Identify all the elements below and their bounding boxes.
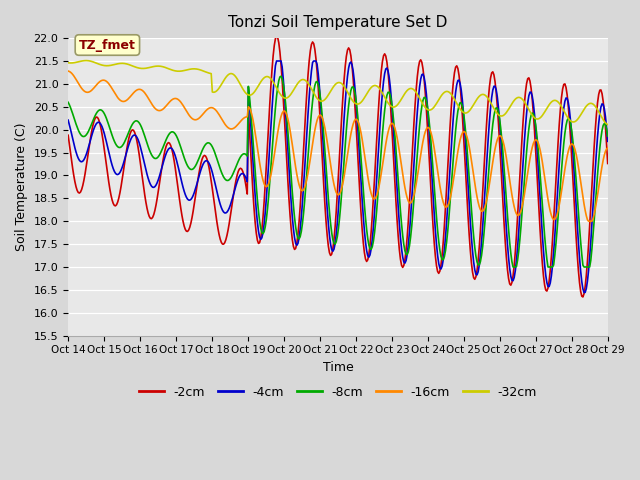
Line: -32cm: -32cm — [68, 60, 608, 125]
-2cm — [367, 229, 375, 235]
-4cm — [232, 183, 240, 189]
X-axis label: Time: Time — [323, 361, 353, 374]
-8cm — [509, 264, 517, 270]
-2cm — [462, 172, 470, 178]
Line: -4cm: -4cm — [68, 61, 608, 292]
Line: -16cm: -16cm — [68, 71, 608, 221]
-2cm — [604, 161, 612, 167]
-2cm — [579, 294, 587, 300]
-16cm — [292, 165, 300, 170]
-8cm — [232, 164, 240, 169]
-32cm — [393, 102, 401, 108]
-32cm — [462, 110, 470, 116]
-16cm — [64, 68, 72, 74]
-16cm — [554, 207, 562, 213]
-16cm — [461, 129, 468, 135]
-8cm — [393, 162, 401, 168]
-8cm — [293, 231, 301, 237]
-8cm — [64, 99, 72, 105]
Y-axis label: Soil Temperature (C): Soil Temperature (C) — [15, 122, 28, 251]
-4cm — [604, 139, 612, 144]
-2cm — [393, 217, 401, 223]
-8cm — [277, 73, 285, 79]
-32cm — [604, 122, 612, 128]
-8cm — [604, 133, 612, 139]
-4cm — [273, 58, 280, 64]
-16cm — [366, 186, 374, 192]
-4cm — [367, 246, 375, 252]
-8cm — [367, 246, 375, 252]
-4cm — [462, 144, 470, 149]
-4cm — [293, 242, 301, 248]
-2cm — [556, 121, 563, 127]
-2cm — [273, 33, 280, 39]
-16cm — [585, 218, 593, 224]
-4cm — [556, 161, 563, 167]
-4cm — [64, 117, 72, 123]
-2cm — [64, 132, 72, 138]
-2cm — [232, 178, 240, 183]
-32cm — [233, 76, 241, 82]
-16cm — [604, 145, 612, 151]
Text: TZ_fmet: TZ_fmet — [79, 38, 136, 51]
-32cm — [293, 82, 301, 88]
Legend: -2cm, -4cm, -8cm, -16cm, -32cm: -2cm, -4cm, -8cm, -16cm, -32cm — [134, 381, 542, 404]
-8cm — [462, 131, 470, 136]
Line: -8cm: -8cm — [68, 76, 608, 267]
-32cm — [83, 58, 90, 63]
-8cm — [557, 182, 564, 188]
-16cm — [392, 129, 400, 135]
-4cm — [393, 186, 401, 192]
Line: -2cm: -2cm — [68, 36, 608, 297]
-32cm — [556, 100, 563, 106]
-16cm — [232, 124, 240, 130]
-32cm — [64, 60, 72, 66]
-2cm — [293, 240, 301, 246]
Title: Tonzi Soil Temperature Set D: Tonzi Soil Temperature Set D — [228, 15, 447, 30]
-4cm — [580, 289, 588, 295]
-32cm — [367, 84, 375, 90]
